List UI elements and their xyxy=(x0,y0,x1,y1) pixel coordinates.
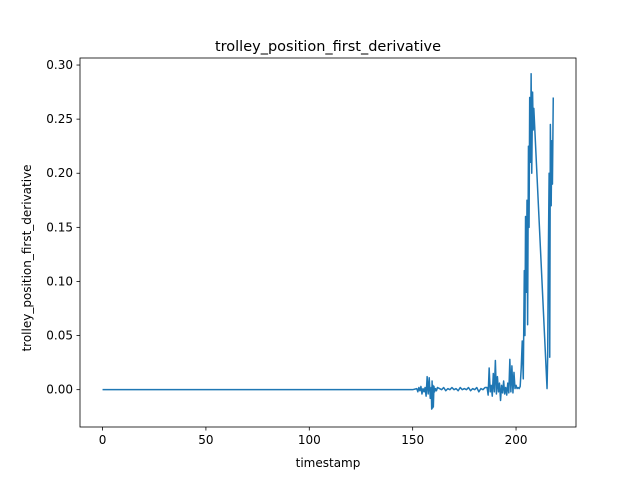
chart-title: trolley_position_first_derivative xyxy=(215,39,441,55)
y-tick-label: 0.20 xyxy=(46,166,73,180)
axes-frame xyxy=(79,57,577,428)
x-tick-label: 0 xyxy=(99,433,107,447)
x-tick-label: 50 xyxy=(198,433,213,447)
series-line-1 xyxy=(102,72,555,410)
y-tick-label: 0.10 xyxy=(46,274,73,288)
x-tick-label: 200 xyxy=(505,433,528,447)
y-tick-label: 0.30 xyxy=(46,58,73,72)
y-axis-label: trolley_position_first_derivative xyxy=(20,164,34,351)
y-tick-label: 0.25 xyxy=(46,112,73,126)
y-tick-label: 0.00 xyxy=(46,383,73,397)
plot-area: 0 50 100 150 200 0.00 0.05 0.10 0.15 0.20 0.25 0.30 xyxy=(46,57,577,447)
y-tick-label: 0.05 xyxy=(46,329,73,343)
y-tick-label: 0.15 xyxy=(46,220,73,234)
x-tick-label: 100 xyxy=(298,433,321,447)
x-tick-label: 150 xyxy=(401,433,424,447)
x-axis-label: timestamp xyxy=(296,456,361,470)
